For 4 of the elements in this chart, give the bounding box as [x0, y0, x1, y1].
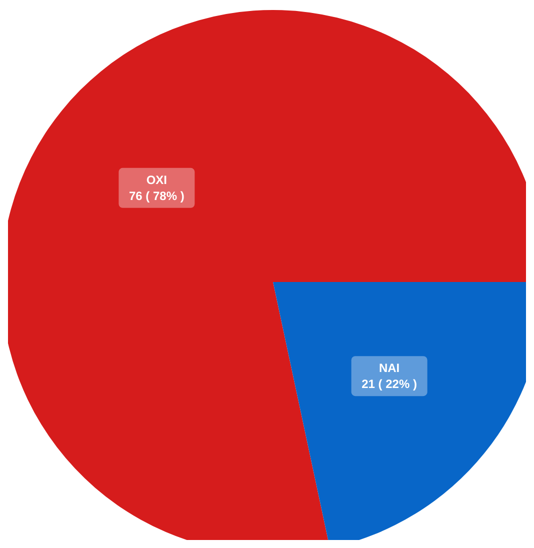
data-label: 76 ( 78% ) — [129, 188, 184, 203]
slice-label: OXI — [146, 172, 168, 187]
slice-label: NAI — [378, 361, 400, 376]
data-label: 21 ( 22% ) — [362, 377, 417, 392]
